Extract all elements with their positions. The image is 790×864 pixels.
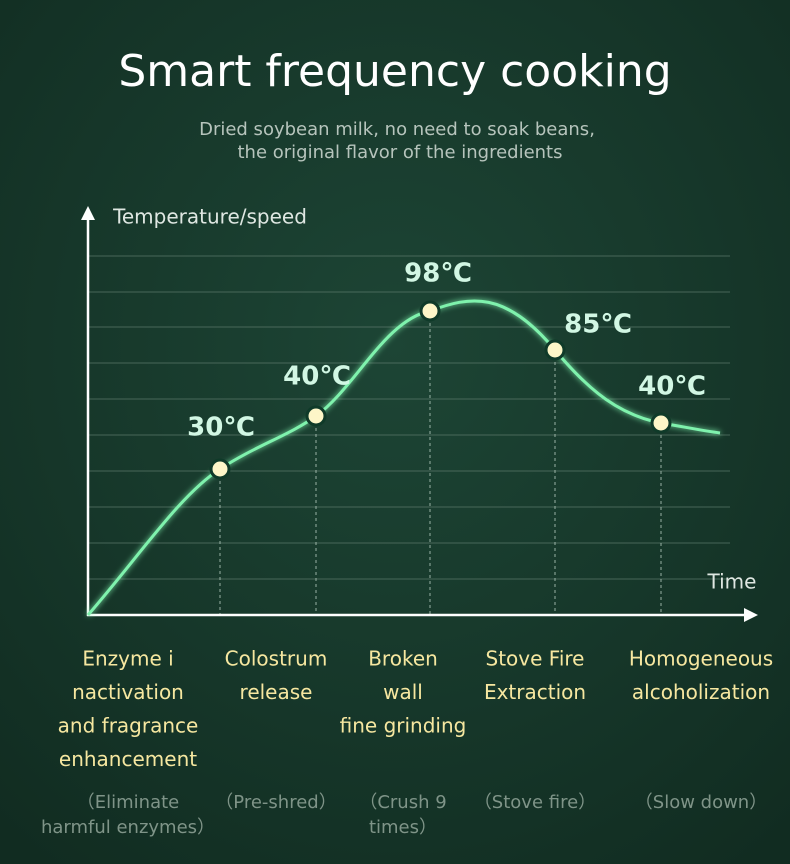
subtitle: the original flavor of the ingredients [237, 142, 562, 163]
stage-note: times） [369, 817, 437, 838]
point [209, 458, 231, 480]
subtitle: Dried soybean milk, no need to soak bean… [199, 119, 595, 140]
stage-name: fine grinding [340, 714, 467, 738]
stage-name: alcoholization [632, 680, 770, 704]
stage-note: （Stove fire） [474, 792, 596, 813]
title: Smart frequency cooking [118, 46, 671, 97]
stage-name: Homogeneous [629, 647, 773, 671]
point [419, 300, 441, 322]
stage-name: Enzyme i [82, 647, 173, 671]
stage-note: （Eliminate [77, 792, 179, 813]
stage-note: （Crush 9 [359, 792, 446, 813]
stage-name: Colostrum [225, 647, 328, 671]
point [544, 339, 566, 361]
axes [81, 206, 758, 622]
point-label: 30℃ [187, 413, 255, 443]
stage-name: enhancement [59, 747, 197, 771]
stage-name: release [240, 680, 313, 704]
curve [86, 299, 721, 616]
stage-name: wall [383, 680, 423, 704]
stage-note: （Pre-shred） [215, 792, 336, 813]
point-label: 40℃ [283, 362, 351, 392]
drop-lines [219, 311, 662, 615]
stage-name: Broken [368, 647, 438, 671]
y-axis-label: Temperature/speed [112, 205, 307, 229]
stage-note: （Slow down） [635, 792, 767, 813]
x-axis-label: Time [707, 570, 757, 594]
stage-name: nactivation [72, 680, 184, 704]
grid [88, 255, 730, 580]
point-label: 98℃ [404, 259, 472, 289]
point [650, 412, 672, 434]
stage-name: Stove Fire [486, 647, 585, 671]
stage-name: and fragrance [58, 714, 199, 738]
stage-note: harmful enzymes） [41, 817, 215, 838]
point-label: 40℃ [638, 372, 706, 402]
stage-name: Extraction [484, 680, 586, 704]
point [305, 405, 327, 427]
point-label: 85℃ [564, 310, 632, 340]
